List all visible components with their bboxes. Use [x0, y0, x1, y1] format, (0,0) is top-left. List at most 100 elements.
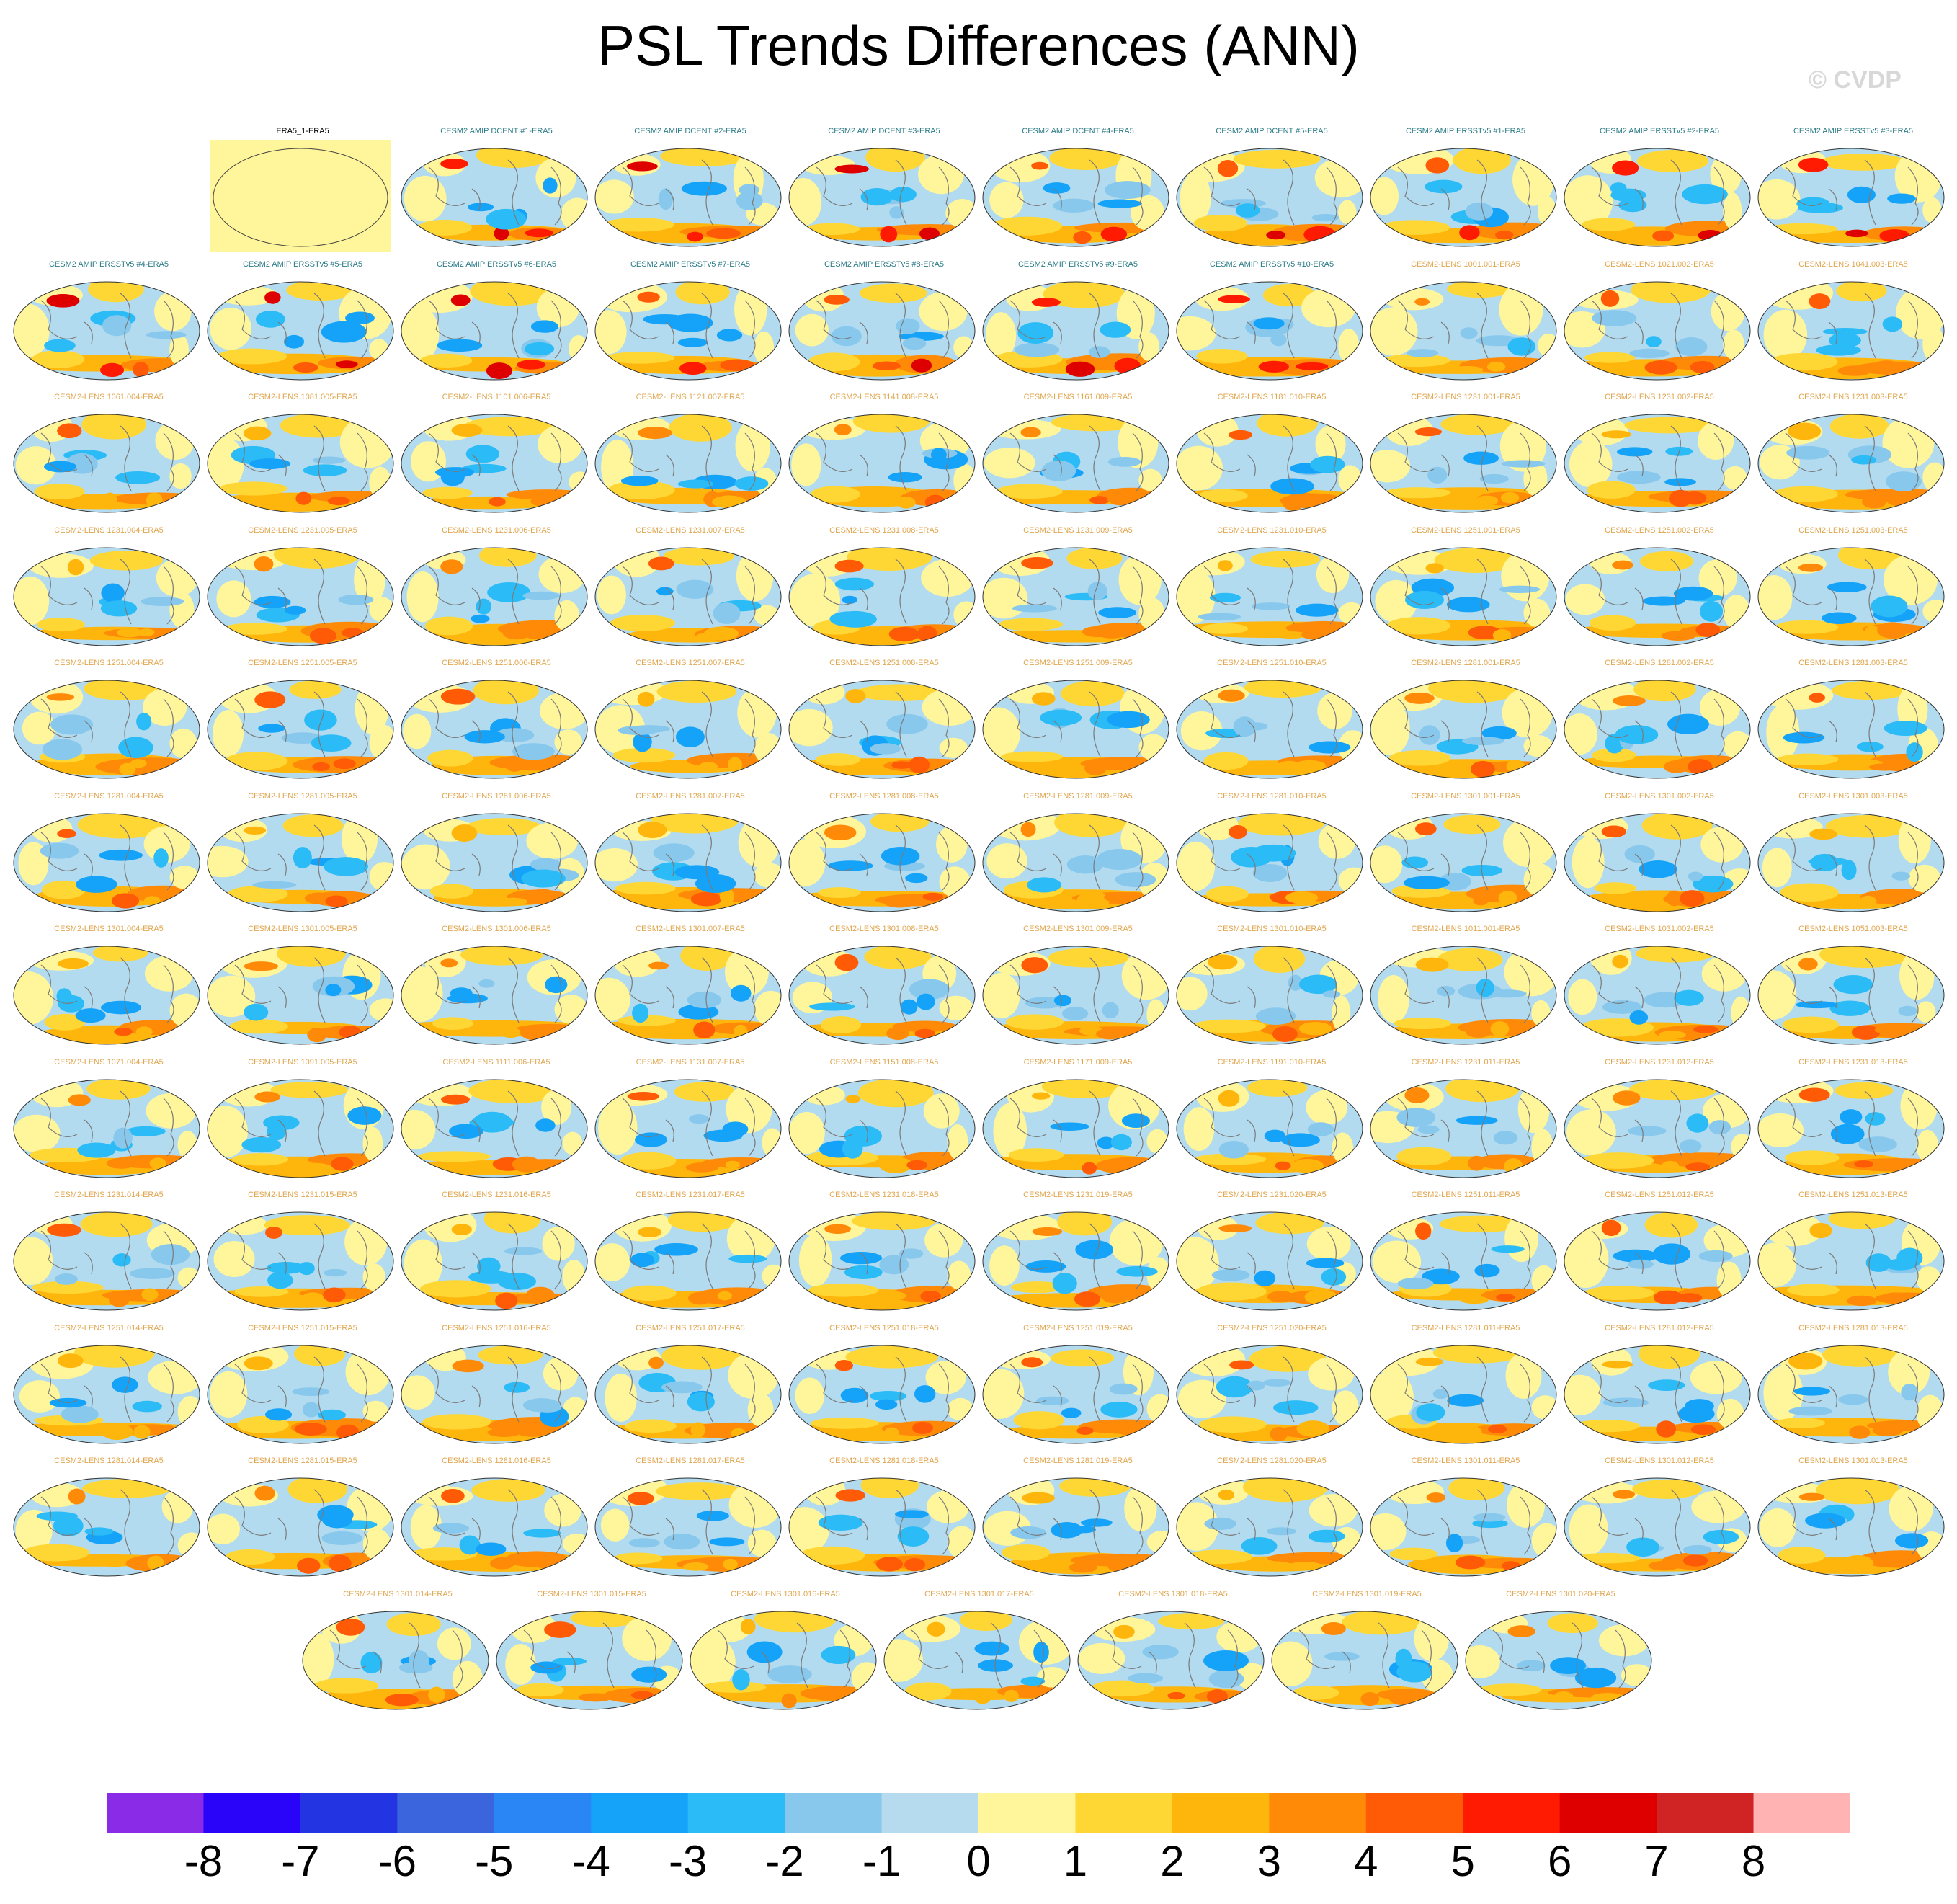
watermark: © CVDP — [1809, 66, 1902, 94]
coastline — [744, 432, 756, 491]
map-panel-label: CESM2-LENS 1281.020-ERA5 — [1217, 1456, 1327, 1465]
world-map — [1564, 1477, 1751, 1577]
coastline — [1476, 159, 1489, 226]
contour-core — [1473, 895, 1489, 905]
contour-core — [824, 824, 857, 840]
coastline — [313, 1090, 326, 1156]
map-panel-label: CESM2-LENS 1131.007-ERA5 — [636, 1057, 745, 1067]
map-panel-label: CESM2-LENS 1181.010-ERA5 — [1217, 393, 1327, 401]
coastline — [234, 300, 272, 339]
coastline — [1326, 964, 1337, 1023]
contour-patch — [208, 437, 244, 490]
coastline — [1785, 832, 1822, 871]
contour-patch — [1437, 948, 1503, 971]
contour-patch-cool — [318, 1409, 347, 1420]
map-panel: CESM2-LENS 1301.004-ERA5 — [12, 925, 205, 1057]
map-panel-label: CESM2-LENS 1251.011-ERA5 — [1411, 1191, 1520, 1199]
world-map — [13, 414, 200, 513]
map-panel: CESM2-LENS 1301.020-ERA5 — [1464, 1590, 1657, 1722]
map-panel: CESM2-LENS 1251.010-ERA5 — [1175, 659, 1368, 791]
contour-patch — [1138, 332, 1159, 361]
world-map — [1757, 813, 1945, 912]
contour-core — [130, 759, 147, 768]
contour-patch — [808, 1283, 879, 1297]
contour-patch — [535, 157, 576, 198]
contour-core — [295, 491, 312, 505]
contour-patch — [1370, 450, 1411, 483]
coastline — [701, 425, 713, 491]
contour-core — [494, 226, 509, 241]
contour-patch — [1445, 1079, 1520, 1102]
contour-patch — [1206, 886, 1249, 902]
coastline — [1828, 986, 1837, 1009]
coastline — [1053, 986, 1062, 1009]
contour-patch — [1723, 329, 1745, 360]
contour-patch-cool — [1885, 471, 1922, 491]
coastline — [1476, 559, 1489, 624]
contour-patch-cool — [631, 1666, 667, 1683]
contour-patch-cool — [55, 1273, 78, 1285]
coastline — [1053, 587, 1062, 610]
contour-patch-cool — [255, 310, 285, 328]
coastline — [1785, 166, 1822, 206]
coastline — [1009, 964, 1047, 1004]
coastline — [507, 1223, 520, 1289]
contour-patch-cool — [620, 476, 659, 486]
contour-patch-cool — [504, 1247, 543, 1255]
contour-core — [1414, 822, 1437, 835]
map-panel: CESM2-LENS 1251.003-ERA5 — [1757, 526, 1950, 659]
contour-patch — [939, 995, 973, 1020]
map-outline — [594, 547, 782, 646]
contour-patch — [1386, 616, 1451, 634]
contour-patch-cool — [664, 1534, 700, 1550]
contour-core — [1798, 1087, 1830, 1102]
contour-patch — [1731, 996, 1750, 1029]
coastline — [120, 824, 132, 890]
world-map — [401, 1345, 588, 1443]
map-panel: CESM2-LENS 1231.012-ERA5 — [1563, 1058, 1756, 1191]
coastline — [40, 1496, 78, 1536]
coastline — [1053, 1119, 1062, 1142]
world-map — [207, 813, 394, 912]
contour-core — [638, 821, 667, 838]
coastline — [895, 559, 907, 624]
coastline — [938, 1364, 950, 1422]
world-map — [207, 1477, 394, 1577]
contour-patch — [22, 711, 56, 745]
map-outline — [594, 414, 782, 513]
contour-patch — [417, 1150, 491, 1162]
coastline — [602, 1622, 615, 1688]
contour-patch — [996, 484, 1063, 499]
colorbar-tick-label: -2 — [765, 1837, 804, 1885]
coastline — [1227, 1629, 1239, 1688]
world-map — [13, 680, 200, 779]
contour-core — [1854, 1160, 1873, 1168]
contour-core — [1613, 1490, 1636, 1499]
contour-patch — [32, 350, 85, 368]
contour-core — [688, 1291, 712, 1305]
contour-core — [630, 1691, 654, 1699]
contour-patch — [1775, 620, 1839, 634]
contour-core — [1217, 160, 1239, 177]
contour-patch-cool — [345, 311, 375, 324]
contour-patch — [1572, 1419, 1641, 1432]
contour-core — [1809, 693, 1825, 703]
contour-patch — [1582, 1152, 1654, 1169]
map-panel: CESM2-LENS 1281.002-ERA5 — [1563, 659, 1756, 791]
colorbar-tick-label: 1 — [1063, 1837, 1088, 1885]
coastline — [1283, 691, 1295, 757]
coastline — [1828, 1252, 1837, 1275]
coastline — [1713, 166, 1725, 226]
coastline — [40, 1098, 78, 1137]
contour-patch — [1293, 1685, 1339, 1700]
contour-core — [133, 1424, 151, 1439]
contour-patch — [737, 688, 777, 738]
contour-patch-cool — [1679, 1139, 1702, 1153]
world-map — [1564, 946, 1751, 1045]
coastline — [1247, 1518, 1256, 1541]
coastline — [701, 691, 713, 757]
contour-patch — [922, 688, 975, 726]
coastline — [938, 964, 950, 1023]
contour-core — [638, 427, 672, 440]
contour-patch-cool — [734, 476, 769, 491]
